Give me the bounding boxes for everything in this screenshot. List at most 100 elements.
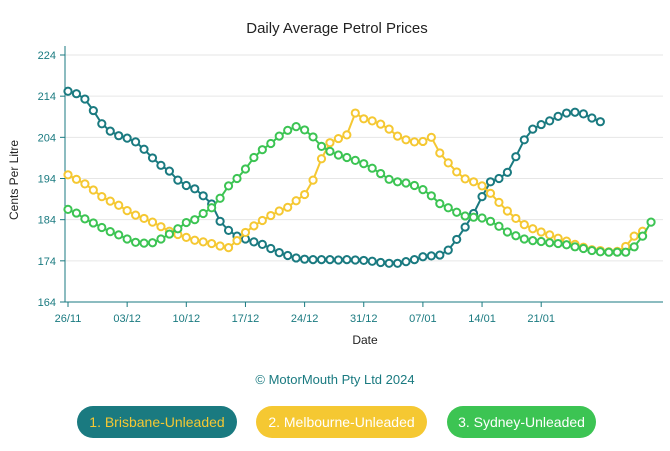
data-point bbox=[114, 230, 124, 240]
data-point bbox=[545, 238, 555, 248]
data-point bbox=[342, 254, 352, 265]
chart-title: Daily Average Petrol Prices bbox=[246, 20, 427, 37]
x-axis-title: Date bbox=[352, 333, 378, 347]
data-point bbox=[156, 160, 166, 170]
data-point bbox=[638, 231, 648, 241]
data-point bbox=[131, 210, 141, 220]
data-point bbox=[173, 224, 183, 234]
data-point bbox=[325, 254, 335, 265]
data-point bbox=[223, 243, 234, 253]
data-point bbox=[63, 170, 73, 180]
data-point bbox=[198, 237, 208, 247]
data-point bbox=[257, 239, 267, 249]
data-point bbox=[528, 236, 538, 246]
data-point bbox=[291, 122, 301, 132]
data-point bbox=[300, 189, 310, 200]
legend-button-brisbane[interactable]: 1. Brisbane-Unleaded bbox=[77, 406, 237, 438]
data-point bbox=[359, 255, 369, 266]
data-point bbox=[384, 124, 394, 134]
data-point bbox=[97, 192, 107, 202]
data-point bbox=[147, 153, 158, 163]
data-point bbox=[88, 218, 98, 228]
series-2 bbox=[63, 108, 648, 257]
data-point bbox=[528, 224, 538, 234]
data-point bbox=[232, 173, 242, 184]
data-point bbox=[426, 251, 436, 261]
data-point bbox=[409, 137, 420, 147]
data-point bbox=[266, 243, 276, 254]
data-point bbox=[536, 227, 546, 237]
legend-button-melbourne[interactable]: 2. Melbourne-Unleaded bbox=[256, 406, 427, 438]
data-point bbox=[646, 217, 656, 227]
data-point bbox=[283, 202, 293, 212]
data-point bbox=[595, 247, 605, 257]
data-point bbox=[190, 215, 200, 225]
data-point bbox=[443, 203, 453, 213]
x-axis-ticks: 26/11 03/12 10/12 17/12 24/12 31/12 07/01 14/01… bbox=[55, 302, 555, 325]
data-point bbox=[477, 192, 487, 202]
y-axis-title: Cents Per Litre bbox=[7, 140, 21, 220]
data-point bbox=[291, 196, 301, 206]
data-point bbox=[274, 131, 284, 141]
y-axis-ticks: 164 174 184 194 204 214 224 bbox=[38, 50, 65, 309]
data-point bbox=[97, 222, 107, 233]
data-point bbox=[376, 257, 386, 268]
data-point bbox=[139, 213, 149, 224]
data-point bbox=[578, 243, 589, 254]
data-point bbox=[198, 208, 208, 219]
data-point bbox=[223, 225, 234, 235]
data-point bbox=[494, 173, 504, 184]
data-point bbox=[240, 164, 251, 174]
data-point bbox=[215, 193, 225, 203]
data-point bbox=[114, 200, 124, 210]
data-point bbox=[350, 155, 360, 165]
data-point bbox=[477, 181, 487, 191]
data-point bbox=[131, 137, 141, 147]
data-point bbox=[570, 107, 580, 117]
data-point bbox=[392, 258, 403, 268]
x-tick-label: 14/01 bbox=[468, 313, 496, 325]
data-point bbox=[443, 245, 453, 255]
data-point bbox=[426, 191, 436, 201]
x-tick-label: 10/12 bbox=[173, 313, 201, 325]
data-point bbox=[350, 255, 360, 265]
data-point bbox=[418, 185, 428, 195]
data-point bbox=[122, 234, 132, 244]
data-point bbox=[528, 124, 538, 134]
data-point bbox=[308, 175, 318, 185]
data-point bbox=[333, 133, 343, 144]
data-point bbox=[71, 208, 82, 218]
legend-button-sydney[interactable]: 3. Sydney-Unleaded bbox=[447, 406, 596, 438]
data-point bbox=[519, 135, 529, 145]
y-tick-label: 204 bbox=[38, 132, 56, 144]
data-point bbox=[300, 125, 310, 135]
data-point bbox=[511, 231, 521, 241]
data-point bbox=[97, 119, 107, 129]
data-point bbox=[308, 254, 318, 265]
x-tick-label: 17/12 bbox=[232, 313, 260, 325]
data-point bbox=[595, 117, 605, 127]
data-point bbox=[545, 116, 555, 126]
data-point bbox=[469, 212, 479, 222]
data-point bbox=[401, 178, 411, 188]
data-point bbox=[553, 111, 563, 121]
data-point bbox=[105, 227, 115, 237]
data-point bbox=[181, 180, 191, 191]
data-point bbox=[367, 256, 377, 266]
x-tick-label: 03/12 bbox=[113, 313, 141, 325]
y-tick-label: 194 bbox=[38, 174, 56, 186]
data-point bbox=[485, 188, 496, 198]
data-point bbox=[333, 150, 343, 160]
data-point bbox=[316, 154, 327, 164]
data-point bbox=[207, 203, 217, 213]
data-point bbox=[240, 227, 251, 238]
data-point bbox=[502, 227, 512, 237]
data-point bbox=[376, 168, 386, 179]
data-point bbox=[80, 214, 90, 224]
data-point bbox=[274, 206, 284, 216]
data-point bbox=[561, 108, 572, 118]
data-point bbox=[333, 255, 343, 265]
data-point bbox=[156, 234, 166, 244]
data-point bbox=[139, 144, 149, 154]
data-point bbox=[502, 167, 512, 177]
